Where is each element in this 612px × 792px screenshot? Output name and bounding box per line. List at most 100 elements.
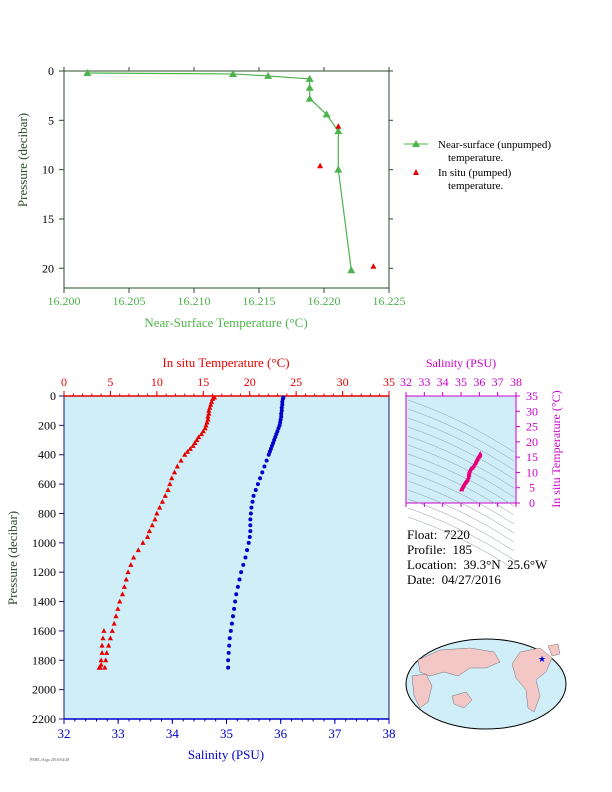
salinity-point — [245, 548, 250, 553]
salinity-point — [239, 570, 244, 575]
ts-density-contour — [407, 462, 515, 516]
temp-tick-label: 35 — [383, 375, 395, 389]
top-xtick-label: 16.215 — [243, 294, 276, 308]
near-surface-line — [87, 72, 352, 271]
temperature-point — [144, 534, 151, 539]
temperature-point — [105, 642, 112, 648]
pressure-axis-label: Pressure (decibar) — [5, 511, 20, 605]
temperature-point — [182, 451, 188, 457]
ts-ytick-label: 35 — [526, 389, 538, 403]
temperature-point — [100, 635, 106, 641]
salinity-point — [229, 621, 234, 626]
world-map-inset: ★ — [405, 638, 567, 730]
temperature-point — [123, 576, 129, 582]
salinity-point — [250, 499, 255, 504]
pressure-tick-label: 2200 — [32, 712, 56, 726]
ts-xlabel: Salinity (PSU) — [426, 356, 496, 370]
salinity-point — [226, 658, 231, 663]
map-land-africa — [411, 673, 433, 709]
sal-tick-label: 36 — [274, 726, 288, 741]
temperature-point — [194, 437, 200, 443]
pressure-tick-label: 1200 — [32, 565, 56, 579]
bottom-plot-frame — [63, 395, 390, 720]
ts-density-contour — [407, 498, 515, 552]
temperature-point — [165, 487, 171, 492]
ts-ytick-label: 20 — [526, 435, 538, 449]
temperature-point — [146, 528, 153, 534]
temperature-point — [159, 498, 166, 504]
temperature-point — [192, 440, 198, 445]
top-ytick-label: 0 — [48, 64, 54, 78]
temperature-point — [169, 475, 175, 481]
ts-density-contour — [407, 399, 515, 453]
ts-ylabel: In situ Temperature (°C) — [549, 390, 563, 507]
ts-ytick-label: 0 — [529, 496, 535, 510]
salinity-point — [232, 606, 237, 611]
legend-in-situ-label-2: temperature. — [448, 180, 504, 192]
ts-xtick-label: 35 — [455, 375, 467, 389]
float-id: Float: 7220 — [407, 527, 470, 542]
top-ytick-label: 20 — [42, 261, 54, 275]
temperature-point — [162, 493, 168, 498]
temperature-point — [207, 404, 213, 410]
profile-date: Date: 04/27/2016 — [407, 572, 501, 587]
temperature-point — [98, 661, 104, 667]
temperature-point — [102, 664, 108, 670]
temp-tick-label: 25 — [290, 375, 302, 389]
ts-xtick-label: 36 — [473, 375, 485, 389]
salinity-point — [260, 470, 265, 475]
salinity-point — [262, 464, 267, 469]
temperature-point — [113, 613, 119, 619]
pressure-tick-label: 1400 — [32, 595, 56, 609]
ts-density-contour — [407, 435, 515, 489]
salinity-point — [243, 555, 248, 560]
temperature-point — [174, 463, 180, 469]
near-surface-point — [305, 83, 314, 91]
ts-xtick-label: 38 — [510, 375, 522, 389]
temperature-point — [198, 431, 205, 437]
top-ytick-label: 5 — [48, 113, 54, 127]
sal-tick-label: 34 — [166, 726, 180, 741]
footer-credit: PMEL/Argo 2016/04/28 — [30, 757, 70, 762]
map-land-americas — [511, 647, 553, 713]
temperature-point — [119, 591, 126, 597]
temperature-point — [203, 422, 209, 428]
top-xtick-label: 16.220 — [308, 294, 341, 308]
temperature-point — [206, 410, 212, 416]
temperature-point — [204, 419, 210, 425]
pressure-tick-label: 0 — [50, 389, 56, 403]
temperature-point — [209, 399, 215, 404]
top-xtick-label: 16.210 — [178, 294, 211, 308]
temperature-point — [125, 569, 131, 575]
ts-density-contour — [407, 453, 515, 507]
temperature-point — [196, 434, 202, 440]
near-surface-point — [264, 71, 273, 79]
temperature-point — [111, 620, 117, 626]
top-ytick-label: 15 — [42, 212, 54, 226]
sal-tick-label: 33 — [112, 726, 125, 741]
salinity-point — [248, 511, 253, 516]
temperature-point — [121, 584, 127, 589]
temperature-point — [101, 628, 107, 633]
float-location: Location: 39.3°N 25.6°W — [407, 557, 548, 572]
salinity-point — [247, 534, 252, 539]
temperature-point — [171, 469, 178, 475]
top-xlabel: Near-Surface Temperature (°C) — [144, 315, 307, 330]
near-surface-point — [305, 74, 314, 82]
float-info: Float: 7220 Profile: 185 Location: 39.3°… — [407, 527, 547, 587]
near-surface-point — [229, 69, 237, 77]
ts-inset-frame — [405, 395, 517, 504]
salinity-point — [248, 523, 253, 528]
ts-xtick-label: 37 — [492, 375, 504, 389]
salinity-axis-label: Salinity (PSU) — [188, 747, 264, 762]
temperature-point — [206, 407, 212, 413]
map-land-eurasia — [417, 647, 501, 677]
temperature-point — [152, 516, 158, 522]
salinity-point — [248, 517, 253, 522]
float-location-marker: ★ — [538, 655, 546, 665]
salinity-point — [237, 577, 242, 582]
salinity-point — [258, 476, 263, 481]
temperature-point — [99, 642, 105, 648]
ts-density-contour — [407, 408, 515, 462]
ts-ytick-label: 15 — [526, 450, 538, 464]
